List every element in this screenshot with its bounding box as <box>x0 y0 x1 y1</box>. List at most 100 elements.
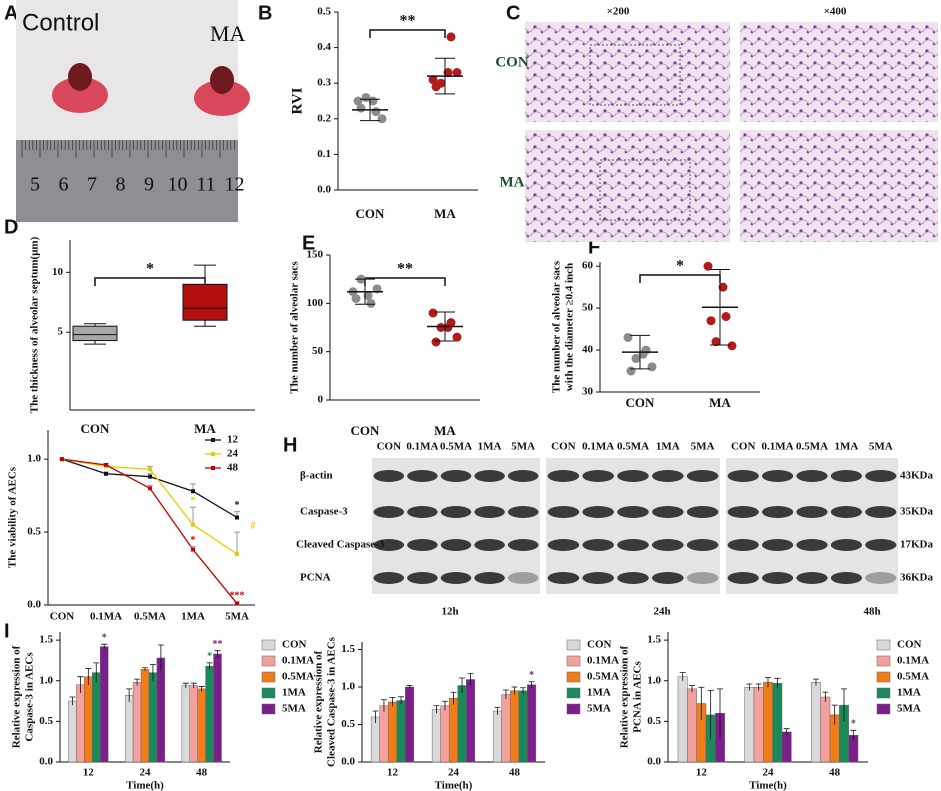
x-axis-label: Time(h) <box>126 780 164 791</box>
error-bar <box>520 687 527 694</box>
blot-column: 1MA <box>834 441 858 453</box>
blot-band <box>582 572 615 584</box>
legend-swatch <box>566 687 581 699</box>
bar <box>92 672 101 763</box>
blot-band <box>830 470 863 482</box>
bar <box>396 700 406 763</box>
marker <box>191 547 195 552</box>
blot-band <box>865 572 897 584</box>
error-bar <box>398 696 405 705</box>
blot-size: 36KDa <box>900 572 934 584</box>
blot-band <box>547 572 580 584</box>
marker <box>60 457 64 462</box>
blot-column: 5MA <box>691 441 715 453</box>
panel-label: H <box>283 434 297 456</box>
ruler-number: 7 <box>87 174 97 196</box>
x-tick-label: CON <box>351 423 381 438</box>
data-point <box>363 291 373 301</box>
box <box>182 283 228 321</box>
blot-column: CON <box>731 441 756 453</box>
blot-band <box>686 572 719 584</box>
blot-band <box>407 572 438 584</box>
legend-swatch <box>876 639 891 651</box>
blot-band <box>407 506 438 518</box>
annotation: * <box>191 535 196 546</box>
legend-swatch <box>876 655 891 667</box>
y-axis-label: Caspase-3 in AECs <box>24 652 36 742</box>
x-tick-label: 12 <box>696 767 708 779</box>
legend-marker <box>211 466 215 470</box>
legend-marker <box>211 452 215 456</box>
blot-size: 17KDa <box>900 539 934 551</box>
blot-band <box>440 470 472 482</box>
bar <box>197 688 206 763</box>
error-bar <box>831 704 838 725</box>
x-tick-label: 0.5MA <box>134 611 166 623</box>
blot-band <box>830 506 863 518</box>
blot-row-label: PCNA <box>300 572 331 584</box>
bar <box>492 710 502 763</box>
panel-label: E <box>302 232 315 254</box>
y-tick-label: 0.5 <box>317 6 331 18</box>
blot-band <box>440 506 472 518</box>
error-bar <box>182 682 189 689</box>
sd-bar <box>355 278 375 305</box>
y-axis-label: RVI <box>289 87 305 114</box>
blot-band <box>440 539 472 551</box>
y-tick-label: 1.5 <box>341 643 355 655</box>
legend-swatch <box>566 671 581 683</box>
legend-label: 5MA <box>897 703 921 715</box>
y-axis-label: Cleaved Caspase-3 in AECs <box>326 636 338 767</box>
error-bar <box>689 685 695 693</box>
error-bar <box>783 728 790 736</box>
bar <box>820 696 831 763</box>
blot-band <box>651 506 684 518</box>
bar <box>772 682 783 763</box>
error-bar <box>765 677 771 688</box>
error-bar <box>372 710 379 723</box>
x-tick-label: CON <box>81 421 111 436</box>
blot-band <box>796 506 828 518</box>
data-point <box>446 32 456 42</box>
blot-band <box>651 470 684 482</box>
y-axis-label: PCNA in AECs <box>632 661 644 733</box>
significance: * <box>676 258 684 275</box>
bar <box>181 685 191 763</box>
sd-bar <box>435 311 455 342</box>
error-bar <box>126 688 133 702</box>
y-tick-label: 50 <box>312 345 324 357</box>
blot-band <box>547 470 580 482</box>
error-bar <box>494 706 501 715</box>
blot-column: 0.5MA <box>440 441 472 453</box>
blot-time: 24h <box>653 606 670 618</box>
marker <box>191 522 195 527</box>
blot-time: 48h <box>863 606 880 618</box>
y-axis-label: The number of alveolar sacs <box>551 260 563 393</box>
y-tick-label: 100 <box>307 297 324 309</box>
annotation: ** <box>213 639 223 650</box>
marker <box>235 551 239 556</box>
group-label: MA <box>500 174 525 190</box>
blot-band <box>830 539 863 551</box>
data-point <box>711 337 721 347</box>
marker <box>235 601 239 606</box>
y-tick-label: 0.3 <box>317 77 331 89</box>
error-bar <box>389 697 396 707</box>
annotation: * <box>102 632 107 643</box>
blot-band <box>617 572 649 584</box>
data-point <box>443 323 453 332</box>
y-tick-label: 0.0 <box>39 756 53 768</box>
histology-image <box>525 130 730 242</box>
y-tick-label: 1.0 <box>341 681 355 693</box>
ruler-number: 5 <box>30 174 40 196</box>
panel-label: C <box>506 2 520 24</box>
error-bar <box>93 662 100 683</box>
legend-swatch <box>261 639 276 651</box>
blot-band <box>474 470 505 482</box>
blot-band <box>796 572 828 584</box>
blot-band <box>830 572 863 584</box>
blot-band <box>651 539 684 551</box>
legend-swatch <box>261 687 276 699</box>
y-axis-label: Relative expression of <box>11 645 23 748</box>
